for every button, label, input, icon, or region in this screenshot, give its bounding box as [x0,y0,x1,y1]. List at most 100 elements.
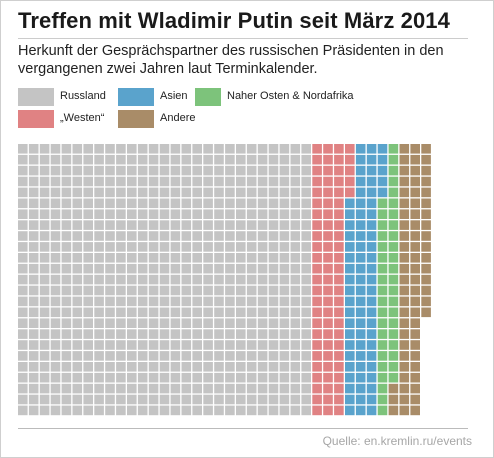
waffle-square-asien [345,242,355,252]
waffle-square-russland [203,231,213,241]
waffle-square-russland [18,253,28,263]
waffle-square-russland [50,405,61,416]
waffle-square-russland [257,176,268,187]
waffle-square-russland [279,296,290,307]
waffle-square-russland [225,187,235,198]
waffle-square-russland [105,198,115,209]
waffle-square-westen [323,209,333,219]
waffle-square-russland [94,154,104,165]
waffle-square-russland [203,296,213,307]
waffle-square-russland [105,318,115,328]
waffle-square-westen [323,296,333,307]
waffle-square-russland [290,165,301,176]
waffle-square-russland [279,394,290,405]
legend-swatch-westen [18,110,54,128]
waffle-square-russland [170,405,181,416]
waffle-square-russland [83,362,93,372]
waffle-square-russland [116,187,126,198]
waffle-square-russland [192,176,202,187]
waffle-square-asien [355,263,366,274]
waffle-square-asien [345,329,355,339]
waffle-square-russland [94,231,104,241]
waffle-square-andere [399,242,410,252]
waffle-square-nahost [377,296,388,307]
waffle-square-asien [355,209,366,219]
waffle-square-russland [18,274,28,285]
waffle-square-andere [410,242,420,252]
waffle-square-russland [170,296,181,307]
waffle-square-russland [257,263,268,274]
waffle-square-westen [312,187,322,198]
waffle-square-russland [203,329,213,339]
waffle-square-russland [137,198,148,209]
waffle-square-russland [127,362,137,372]
waffle-square-russland [246,253,257,263]
waffle-square-andere [410,154,420,165]
waffle-square-russland [18,220,28,230]
waffle-square-andere [421,296,431,307]
waffle-square-russland [18,329,28,339]
waffle-square-russland [105,285,115,296]
waffle-square-russland [159,209,170,219]
waffle-square-asien [345,372,355,383]
waffle-square-russland [170,154,181,165]
waffle-square-russland [50,220,61,230]
waffle-square-russland [236,307,246,318]
waffle-square-russland [246,296,257,307]
waffle-square-westen [334,253,344,263]
waffle-square-andere [399,274,410,285]
waffle-square-russland [94,340,104,350]
waffle-square-russland [50,274,61,285]
waffle-square-westen [323,165,333,176]
waffle-square-russland [181,220,192,230]
waffle-square-russland [214,383,224,394]
waffle-square-russland [137,405,148,416]
waffle-square-russland [170,209,181,219]
waffle-square-asien [345,362,355,372]
waffle-square-westen [312,253,322,263]
waffle-square-russland [50,263,61,274]
waffle-square-russland [225,220,235,230]
waffle-square-russland [18,154,28,165]
waffle-square-westen [334,318,344,328]
waffle-square-russland [39,362,50,372]
waffle-square-russland [72,242,83,252]
waffle-square-andere [399,144,410,154]
waffle-square-russland [225,383,235,394]
waffle-square-russland [127,198,137,209]
waffle-square-russland [39,307,50,318]
waffle-square-russland [28,285,39,296]
waffle-square-russland [148,296,159,307]
waffle-square-andere [421,187,431,198]
waffle-square-russland [159,176,170,187]
waffle-square-russland [39,285,50,296]
waffle-square-russland [214,296,224,307]
waffle-square-russland [61,253,72,263]
waffle-square-russland [61,318,72,328]
waffle-square-russland [225,405,235,416]
waffle-square-russland [225,372,235,383]
waffle-square-nahost [377,263,388,274]
waffle-square-russland [225,263,235,274]
waffle-square-russland [116,274,126,285]
waffle-square-nahost [377,383,388,394]
waffle-square-nahost [377,329,388,339]
waffle-square-russland [159,318,170,328]
waffle-square-russland [290,220,301,230]
waffle-square-russland [268,144,279,154]
waffle-square-asien [345,231,355,241]
waffle-square-nahost [388,274,399,285]
waffle-square-asien [366,318,377,328]
waffle-square-russland [203,242,213,252]
waffle-square-andere [421,274,431,285]
waffle-square-russland [290,372,301,383]
waffle-square-russland [28,231,39,241]
waffle-square-russland [116,362,126,372]
waffle-square-russland [127,296,137,307]
waffle-square-westen [345,187,355,198]
waffle-square-asien [366,372,377,383]
waffle-square-andere [399,231,410,241]
waffle-square-andere [399,394,410,405]
waffle-square-russland [203,307,213,318]
waffle-square-russland [203,362,213,372]
